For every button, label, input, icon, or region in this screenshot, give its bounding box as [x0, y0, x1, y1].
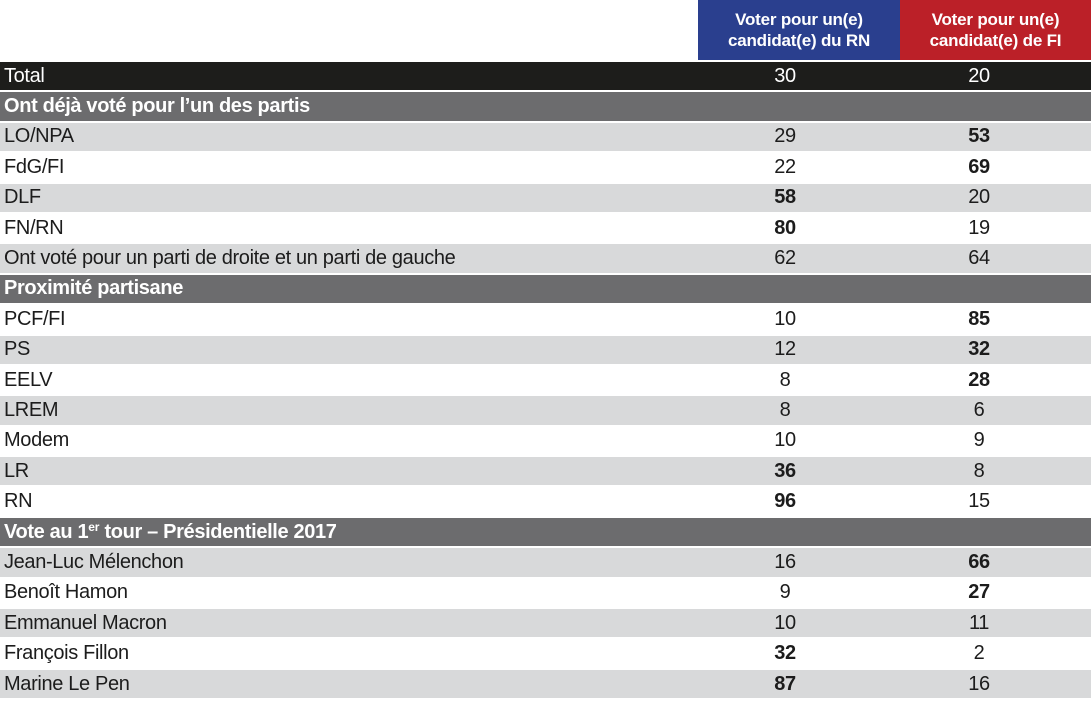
table-row: LR 36 8 — [0, 457, 1091, 486]
value-fi: 11 — [968, 611, 990, 634]
value-fi: 16 — [968, 672, 990, 695]
row-label: LREM — [4, 398, 59, 421]
table-row: Modem 10 9 — [0, 426, 1091, 456]
value-rn: 30 — [774, 64, 796, 87]
value-fi: 27 — [968, 581, 990, 604]
table-row: PCF/FI 10 85 — [0, 305, 1091, 334]
row-label: Total — [4, 64, 45, 87]
value-rn: 80 — [774, 216, 796, 239]
value-fi: 2 — [973, 642, 985, 665]
row-label: Emmanuel Macron — [4, 611, 167, 634]
table-rows: Total 30 20 Ont déjà voté pour l’un des par… — [0, 62, 1091, 699]
value-rn: 16 — [774, 550, 796, 573]
row-label: Ont déjà voté pour l’un des partis — [4, 95, 310, 118]
value-fi: 28 — [968, 368, 990, 391]
table-row: FdG/FI 22 69 — [0, 153, 1091, 182]
row-label: FdG/FI — [4, 155, 65, 178]
row-label: Benoît Hamon — [4, 581, 128, 604]
row-label: Jean-Luc Mélenchon — [4, 550, 184, 573]
table-row: François Fillon 32 2 — [0, 639, 1091, 668]
row-label: PCF/FI — [4, 307, 66, 330]
value-fi: 66 — [968, 550, 990, 573]
row-label: EELV — [4, 368, 53, 391]
value-fi: 32 — [968, 338, 990, 361]
table-row: Marine Le Pen 87 16 — [0, 669, 1091, 699]
value-rn: 58 — [774, 186, 796, 209]
value-fi: 20 — [968, 64, 990, 87]
value-rn: 29 — [774, 125, 796, 148]
column-header-fi: Voter pour un(e) candidat(e) de FI — [900, 0, 1091, 60]
value-fi: 64 — [968, 247, 990, 270]
table-row: RN 96 15 — [0, 487, 1091, 516]
row-label: DLF — [4, 186, 41, 209]
value-rn: 10 — [774, 429, 796, 452]
table-row: FN/RN 80 19 — [0, 213, 1091, 243]
row-label: LR — [4, 459, 29, 482]
row-label: FN/RN — [4, 216, 64, 239]
value-rn: 10 — [774, 307, 796, 330]
value-fi: 85 — [968, 307, 990, 330]
section-header-row: Ont déjà voté pour l’un des partis — [0, 92, 1091, 121]
table-row: DLF 58 20 — [0, 183, 1091, 212]
table-row: Jean-Luc Mélenchon 16 66 — [0, 548, 1091, 577]
value-fi: 8 — [973, 459, 985, 482]
column-header-rn: Voter pour un(e) candidat(e) du RN — [698, 0, 900, 60]
value-fi: 53 — [968, 125, 990, 148]
table-row: Benoît Hamon 9 27 — [0, 578, 1091, 608]
table-row: PS 12 32 — [0, 335, 1091, 364]
value-fi: 6 — [973, 398, 985, 421]
total-row: Total 30 20 — [0, 62, 1091, 91]
table-row: Emmanuel Macron 10 11 — [0, 609, 1091, 638]
value-rn: 36 — [774, 459, 796, 482]
row-label: Proximité partisane — [4, 277, 183, 300]
row-label: PS — [4, 338, 30, 361]
table-row: Ont voté pour un parti de droite et un p… — [0, 244, 1091, 273]
table-row: EELV 8 28 — [0, 365, 1091, 395]
section-header-row: Vote au 1er tour – Présidentielle 2017 — [0, 517, 1091, 547]
value-fi: 20 — [968, 186, 990, 209]
row-label: Modem — [4, 429, 69, 452]
row-label: RN — [4, 490, 33, 513]
row-label: Marine Le Pen — [4, 672, 130, 695]
row-label: François Fillon — [4, 642, 129, 665]
value-rn: 32 — [774, 642, 796, 665]
row-label: Ont voté pour un parti de droite et un p… — [4, 247, 456, 270]
value-rn: 12 — [774, 338, 796, 361]
value-fi: 9 — [973, 429, 985, 452]
value-rn: 62 — [774, 247, 796, 270]
header-spacer — [0, 0, 698, 60]
value-fi: 69 — [968, 155, 990, 178]
value-rn: 8 — [779, 398, 791, 421]
row-label: LO/NPA — [4, 125, 74, 148]
section-header-row: Proximité partisane — [0, 274, 1091, 304]
value-fi: 19 — [968, 216, 990, 239]
row-label: Vote au 1er tour – Présidentielle 2017 — [4, 520, 337, 543]
value-fi: 15 — [968, 490, 990, 513]
table-header: Voter pour un(e) candidat(e) du RN Voter… — [0, 0, 1091, 60]
table-row: LREM 8 6 — [0, 396, 1091, 425]
value-rn: 87 — [774, 672, 796, 695]
table-row: LO/NPA 29 53 — [0, 122, 1091, 152]
value-rn: 9 — [779, 581, 791, 604]
value-rn: 8 — [779, 368, 791, 391]
value-rn: 10 — [774, 611, 796, 634]
value-rn: 96 — [774, 490, 796, 513]
value-rn: 22 — [774, 155, 796, 178]
